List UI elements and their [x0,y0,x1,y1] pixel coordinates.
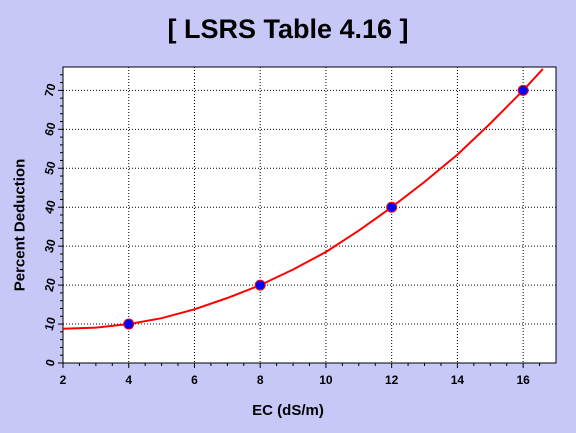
x-tick-label: 2 [60,373,67,387]
plot-area [62,66,557,364]
x-tick-label: 16 [516,373,530,387]
x-tick-label: 8 [257,373,264,387]
y-tick-label: 20 [42,276,59,293]
x-tick-label: 6 [191,373,198,387]
y-tick-label: 50 [42,159,59,176]
grid-lines [63,67,556,363]
axis-ticks: 2 4 6 8 10 12 14 16 0 10 20 30 40 50 60 70 [42,74,541,387]
x-tick-label: 12 [385,373,399,387]
x-tick-label: 10 [319,373,333,387]
x-tick-label: 4 [125,373,132,387]
data-points [123,84,529,330]
curve-line [62,68,544,330]
y-tick-label: 70 [42,82,59,99]
y-tick-label: 40 [42,198,59,215]
fitted-curve [62,68,544,330]
data-point [517,84,529,96]
x-tick-label: 14 [451,373,465,387]
y-tick-label: 10 [42,315,59,332]
x-axis-label: EC (dS/m) [252,402,324,419]
data-point [123,318,135,330]
chart-title: [ LSRS Table 4.16 ] [167,14,409,44]
data-point [254,279,266,291]
y-tick-label: 30 [42,237,59,254]
y-tick-label: 60 [42,121,59,138]
y-tick-label: 0 [43,357,58,367]
data-point [386,201,398,213]
